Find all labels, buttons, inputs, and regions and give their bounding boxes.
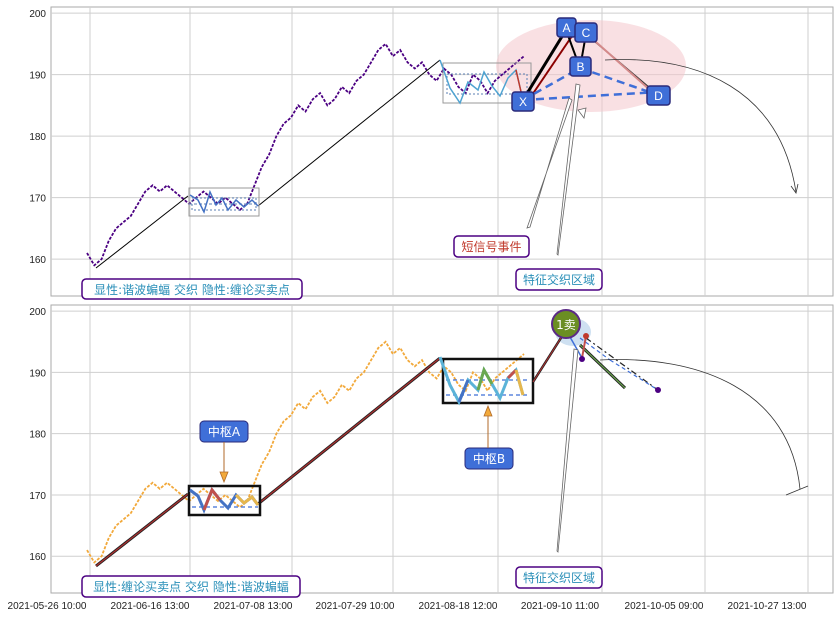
pivot-a-wave-red xyxy=(202,487,222,511)
pivot-b-label: 中枢B xyxy=(473,451,505,466)
x-tick-label: 2021-10-05 09:00 xyxy=(625,601,704,612)
y-tick-label: 180 xyxy=(29,430,46,441)
pivot-b-wave-yellow xyxy=(514,369,525,396)
top-pivot-box-1 xyxy=(188,187,260,217)
x-tick-labels: 2021-05-26 10:00 2021-06-16 13:00 2021-07-… xyxy=(8,601,807,612)
top-projection-curve xyxy=(604,59,797,193)
top-caption-box: 显性:谐波蝙蝠 交织 隐性:缠论买卖点 xyxy=(81,278,303,300)
bottom-drop-line-inner xyxy=(579,344,626,389)
point-badge-b: B xyxy=(569,56,592,77)
y-tick-label: 170 xyxy=(29,491,46,502)
bottom-point-c xyxy=(583,333,589,339)
sell-label: 1卖 xyxy=(556,318,576,332)
pivot-a-pointer-head xyxy=(219,471,229,484)
bottom-projection-curve xyxy=(599,359,801,490)
y-tick-label: 160 xyxy=(29,255,46,266)
y-tick-label: 160 xyxy=(29,552,46,563)
x-tick-label: 2021-06-16 13:00 xyxy=(111,601,190,612)
x-tick-label: 2021-08-18 12:00 xyxy=(419,601,498,612)
point-badge-c: C xyxy=(574,22,598,43)
bottom-dash-blue-1 xyxy=(579,337,611,361)
bottom-red-leg xyxy=(581,335,587,359)
bottom-point-b xyxy=(579,356,585,362)
bat-line-xd xyxy=(522,90,659,102)
top-pivot-box-2 xyxy=(442,62,532,104)
pivot-a-wave-yellow xyxy=(234,493,260,506)
top-trend-line-2 xyxy=(257,59,441,207)
point-badge-x: X xyxy=(511,91,535,112)
bat-line-xa-2 xyxy=(529,35,573,99)
bottom-panel-frame xyxy=(50,304,834,594)
pivot-b-wave-blue xyxy=(457,379,470,403)
bottom-point-d xyxy=(655,387,661,393)
y-tick-label: 200 xyxy=(29,9,46,20)
point-a-label: A xyxy=(562,21,570,35)
x-tick-label: 2021-10-27 13:00 xyxy=(728,601,807,612)
bottom-price-series xyxy=(86,340,525,564)
point-c-label: C xyxy=(582,26,591,40)
bottom-caption-box: 显性:缠论买卖点 交织 隐性:谐波蝙蝠 xyxy=(81,575,301,598)
pivot-a-label-box: 中枢A xyxy=(199,420,249,443)
bat-line-xa xyxy=(521,29,568,101)
bottom-zone-label: 特征交织区域 xyxy=(523,570,595,585)
bottom-dash-blue-2 xyxy=(609,359,659,391)
zone-arrow-top-head xyxy=(577,107,587,119)
bottom-trend-line-1-inner xyxy=(95,493,189,567)
price-line xyxy=(86,42,525,267)
bat-line-cd-2 xyxy=(595,41,651,91)
event-label-box: 短信号事件 xyxy=(453,235,530,258)
bottom-rise-line-inner xyxy=(532,329,567,383)
bat-line-bd xyxy=(579,66,659,97)
bottom-caption: 显性:缠论买卖点 交织 隐性:谐波蝙蝠 xyxy=(93,579,289,594)
y-tick-label: 200 xyxy=(29,307,46,318)
y-tick-label: 190 xyxy=(29,71,46,82)
event-label: 短信号事件 xyxy=(461,240,521,254)
y-tick-label: 190 xyxy=(29,368,46,379)
top-y-ticks: 160 170 180 190 200 xyxy=(29,9,46,266)
top-pivot-wave-1 xyxy=(189,189,259,215)
bottom-zone-label-box: 特征交织区域 xyxy=(515,566,603,589)
bottom-projection-bar xyxy=(785,485,809,496)
top-caption: 显性:谐波蝙蝠 交织 隐性:缠论买卖点 xyxy=(94,282,290,297)
top-price-series xyxy=(86,42,525,267)
bottom-y-ticks: 160 170 180 190 200 xyxy=(29,307,46,563)
bottom-trend-line-2-inner xyxy=(257,357,441,505)
pivot-b-wave-green xyxy=(476,366,494,391)
point-x-label: X xyxy=(519,95,527,109)
event-arrow xyxy=(526,97,573,229)
sell-badge: 1卖 xyxy=(551,309,581,339)
x-tick-label: 2021-07-29 10:00 xyxy=(316,601,395,612)
point-badge-d: D xyxy=(646,85,671,106)
top-zone-label: 特征交织区域 xyxy=(523,272,595,287)
x-tick-label: 2021-07-08 13:00 xyxy=(214,601,293,612)
pivot-a-box xyxy=(187,484,262,517)
top-pivot-inner-2 xyxy=(446,73,528,95)
pivot-a-label: 中枢A xyxy=(208,424,241,439)
y-tick-label: 180 xyxy=(29,132,46,143)
top-panel-frame xyxy=(50,6,834,297)
pivot-b-pointer-head xyxy=(483,404,493,417)
price-line xyxy=(86,340,525,564)
x-tick-label: 2021-05-26 10:00 xyxy=(8,601,87,612)
bottom-dashdot-line xyxy=(585,337,659,391)
top-zone-label-box: 特征交织区域 xyxy=(515,268,603,291)
top-pivot-wave-2 xyxy=(439,59,523,105)
point-b-label: B xyxy=(576,60,584,74)
point-badge-a: A xyxy=(556,17,577,38)
zone-arrow-top xyxy=(556,83,581,256)
point-d-label: D xyxy=(654,89,663,103)
top-trend-line-1 xyxy=(95,195,189,269)
x-tick-label: 2021-09-10 11:00 xyxy=(521,601,600,612)
y-tick-label: 170 xyxy=(29,194,46,205)
top-projection-arrowhead xyxy=(790,183,799,194)
zone-arrow-bottom xyxy=(556,348,579,553)
pivot-b-label-box: 中枢B xyxy=(464,447,514,470)
pivot-b-wave-red xyxy=(506,368,518,380)
